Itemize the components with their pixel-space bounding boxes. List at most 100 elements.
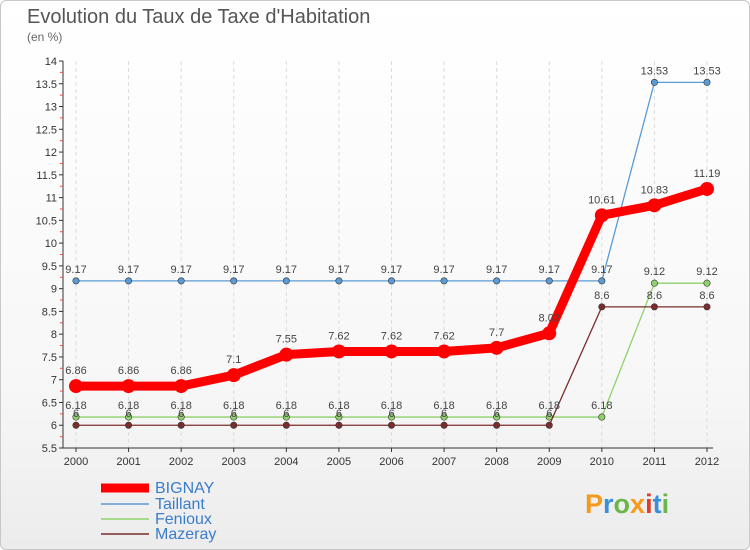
data-label: 6.86 bbox=[170, 365, 191, 377]
legend-label: Mazeray bbox=[155, 526, 216, 543]
x-tick-label: 2011 bbox=[643, 456, 667, 468]
data-label: 7.62 bbox=[328, 330, 349, 342]
data-label: 9.17 bbox=[328, 264, 349, 276]
data-point bbox=[335, 421, 343, 429]
x-tick-label: 2008 bbox=[484, 456, 508, 468]
y-tick-label: 9.5 bbox=[42, 261, 57, 273]
data-label: 8.02 bbox=[539, 312, 560, 324]
data-point bbox=[177, 413, 185, 421]
x-tick-label: 2009 bbox=[537, 456, 561, 468]
x-tick-label: 2000 bbox=[64, 456, 88, 468]
logo-letter: o bbox=[613, 489, 631, 519]
data-label: 7.7 bbox=[489, 327, 504, 339]
data-label: 6 bbox=[441, 408, 447, 420]
data-point bbox=[230, 421, 238, 429]
data-point bbox=[594, 208, 609, 223]
x-tick-label: 2004 bbox=[274, 456, 298, 468]
x-tick-label: 2007 bbox=[432, 456, 456, 468]
data-point bbox=[282, 413, 290, 421]
data-label: 9.17 bbox=[486, 264, 507, 276]
data-point bbox=[331, 344, 346, 359]
data-point bbox=[125, 413, 133, 421]
data-label: 6.18 bbox=[539, 400, 560, 412]
data-label: 7.1 bbox=[226, 354, 241, 366]
data-label: 6.18 bbox=[276, 400, 297, 412]
data-label: 6.18 bbox=[170, 400, 191, 412]
data-label: 6.18 bbox=[223, 400, 244, 412]
data-label: 13.53 bbox=[693, 65, 721, 77]
y-tick-label: 10.5 bbox=[36, 215, 57, 227]
chart-title: Evolution du Taux de Taxe d'Habitation bbox=[27, 6, 371, 28]
data-point bbox=[647, 198, 662, 213]
data-label: 10.83 bbox=[641, 184, 669, 196]
y-tick-label: 5.5 bbox=[42, 443, 57, 455]
x-tick-label: 2012 bbox=[695, 456, 719, 468]
data-label: 6 bbox=[283, 408, 289, 420]
y-tick-label: 12.5 bbox=[36, 124, 57, 136]
data-label: 6.18 bbox=[65, 400, 86, 412]
data-point bbox=[387, 413, 395, 421]
data-point bbox=[493, 277, 501, 285]
logo-letter: i bbox=[645, 489, 653, 519]
data-point bbox=[230, 277, 238, 285]
logo-letter: t bbox=[652, 489, 662, 519]
data-point bbox=[69, 379, 83, 394]
data-label: 8.6 bbox=[647, 290, 662, 302]
y-tick-label: 11.5 bbox=[36, 170, 57, 182]
data-point bbox=[440, 421, 448, 429]
data-point bbox=[493, 413, 501, 421]
y-tick-label: 14 bbox=[45, 56, 57, 68]
data-point bbox=[72, 277, 80, 285]
y-tick-label: 12 bbox=[45, 147, 57, 159]
data-point bbox=[177, 277, 185, 285]
data-point bbox=[703, 303, 711, 311]
data-point bbox=[72, 421, 80, 429]
data-point bbox=[121, 379, 136, 394]
data-label: 6.18 bbox=[381, 400, 402, 412]
data-point bbox=[700, 181, 714, 196]
data-point bbox=[387, 277, 395, 285]
y-tick-label: 8.5 bbox=[42, 306, 57, 318]
data-point bbox=[598, 413, 606, 421]
legend-label: Fenioux bbox=[155, 511, 212, 528]
y-tick-label: 8 bbox=[51, 329, 57, 341]
logo-letter: r bbox=[603, 489, 614, 519]
data-label: 7.62 bbox=[381, 330, 402, 342]
data-point bbox=[545, 421, 553, 429]
data-point bbox=[437, 344, 452, 359]
data-point bbox=[440, 277, 448, 285]
data-point bbox=[226, 368, 241, 383]
data-point bbox=[384, 344, 399, 359]
data-label: 8.6 bbox=[594, 290, 609, 302]
y-tick-label: 7 bbox=[51, 375, 57, 387]
data-label: 7.62 bbox=[433, 330, 454, 342]
data-label: 6 bbox=[178, 408, 184, 420]
data-point bbox=[387, 421, 395, 429]
x-tick-label: 2001 bbox=[116, 456, 140, 468]
data-label: 6.18 bbox=[328, 400, 349, 412]
data-label: 6.18 bbox=[486, 400, 507, 412]
legend-label: BIGNAY bbox=[155, 480, 215, 497]
data-point bbox=[282, 421, 290, 429]
x-tick-label: 2003 bbox=[222, 456, 246, 468]
y-tick-label: 10 bbox=[45, 238, 57, 250]
data-label: 8.6 bbox=[699, 290, 714, 302]
data-point bbox=[279, 347, 294, 362]
data-label: 10.61 bbox=[588, 194, 616, 206]
data-point bbox=[542, 326, 557, 341]
data-label: 9.17 bbox=[433, 264, 454, 276]
y-tick-label: 11 bbox=[46, 193, 57, 205]
logo-letter: x bbox=[630, 489, 646, 519]
data-label: 6.86 bbox=[65, 365, 86, 377]
logo-letter: P bbox=[585, 489, 604, 519]
x-tick-label: 2006 bbox=[379, 456, 403, 468]
data-label: 6 bbox=[546, 408, 552, 420]
data-label: 9.17 bbox=[276, 264, 297, 276]
data-point bbox=[177, 421, 185, 429]
data-point bbox=[335, 413, 343, 421]
data-point bbox=[650, 78, 658, 86]
chart-subtitle: (en %) bbox=[27, 30, 63, 44]
data-label: 6 bbox=[73, 408, 79, 420]
logo-letter: i bbox=[661, 489, 670, 519]
